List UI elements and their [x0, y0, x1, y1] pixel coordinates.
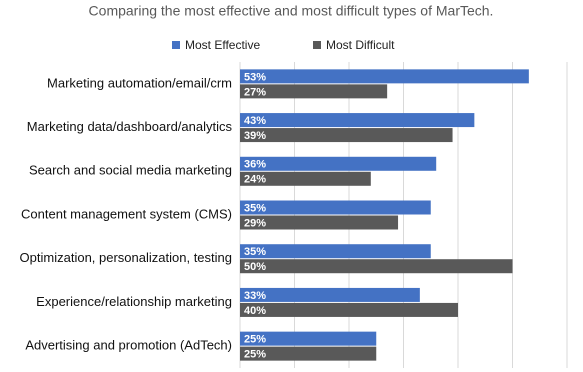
value-label: 25%	[244, 334, 266, 346]
bar	[240, 69, 529, 84]
legend-swatch	[313, 41, 321, 49]
legend-swatch	[172, 41, 180, 49]
bar	[240, 156, 437, 171]
bar	[240, 259, 513, 274]
bar	[240, 128, 453, 143]
bar	[240, 200, 431, 215]
value-label: 43%	[244, 115, 266, 127]
value-label: 36%	[244, 159, 266, 171]
bar	[240, 346, 377, 361]
value-label: 33%	[244, 290, 266, 302]
bar	[240, 287, 420, 302]
value-label: 35%	[244, 246, 266, 258]
bar	[240, 171, 371, 186]
bar	[240, 244, 431, 259]
y-tick-label: Experience/relationship marketing	[36, 294, 232, 309]
bar	[240, 84, 388, 99]
value-label: 24%	[244, 174, 266, 186]
value-label: 25%	[244, 349, 266, 361]
bar	[240, 113, 475, 128]
y-tick-label: Advertising and promotion (AdTech)	[25, 338, 232, 353]
value-label: 53%	[244, 71, 266, 83]
y-tick-label: Marketing automation/email/crm	[47, 75, 232, 90]
chart-title: Comparing the most effective and most di…	[89, 3, 494, 19]
y-tick-label: Search and social media marketing	[29, 163, 232, 178]
bar	[240, 215, 399, 230]
value-label: 29%	[244, 217, 266, 229]
value-label: 35%	[244, 202, 266, 214]
value-label: 40%	[244, 305, 266, 317]
y-tick-label: Optimization, personalization, testing	[20, 250, 232, 265]
value-label: 39%	[244, 130, 266, 142]
value-label: 50%	[244, 261, 266, 273]
legend-label: Most Effective	[185, 38, 260, 52]
value-label: 27%	[244, 86, 266, 98]
bar	[240, 331, 377, 346]
bar	[240, 302, 458, 317]
legend-label: Most Difficult	[326, 38, 395, 52]
y-tick-label: Content management system (CMS)	[21, 206, 232, 221]
y-tick-label: Marketing data/dashboard/analytics	[27, 119, 233, 134]
